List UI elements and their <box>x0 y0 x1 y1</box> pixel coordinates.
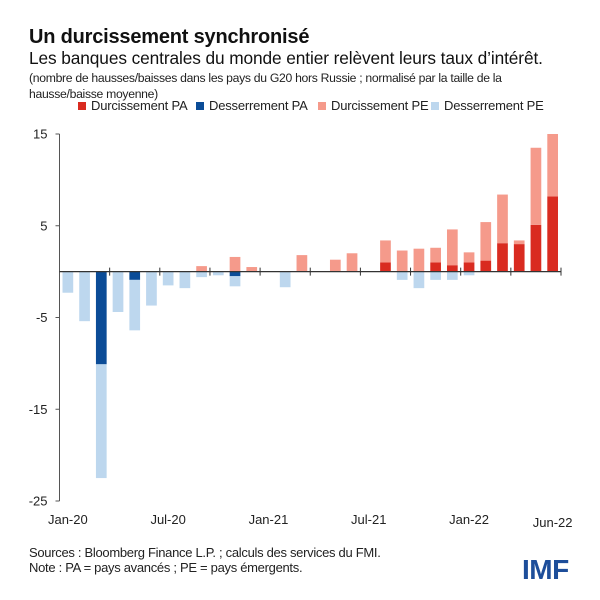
bar-durcissement-pa-mar-22 <box>497 243 508 272</box>
y-tick-label: -5 <box>36 310 48 325</box>
x-tick-label: Jan-20 <box>48 512 88 527</box>
bar-desserrement-pe-mar-20 <box>95 364 107 479</box>
bar-durcissement-pe-jun-22 <box>547 134 558 197</box>
bar-durcissement-pe-dec-21 <box>446 229 458 266</box>
bar-durcissement-pa-aug-21 <box>380 262 391 272</box>
bar-desserrement-pe-jan-20 <box>62 271 74 293</box>
chart-note: (nombre de hausses/baisses dans les pays… <box>29 71 502 101</box>
bar-durcissement-pa-jun-22 <box>547 196 558 272</box>
bar-durcissement-pe-nov-20 <box>229 256 241 272</box>
y-tick-label: -15 <box>29 402 48 417</box>
bar-desserrement-pe-oct-20 <box>212 271 224 276</box>
bar-durcissement-pe-apr-22 <box>513 240 525 245</box>
x-tick-label: Jul-21 <box>351 512 386 527</box>
imf-logo: IMF <box>522 554 569 585</box>
bar-durcissement-pa-feb-22 <box>480 260 492 272</box>
x-tick-label: Jan-22 <box>449 512 489 527</box>
bar-desserrement-pe-sep-20 <box>196 271 207 278</box>
x-tick-label: Jun-22 <box>533 515 573 530</box>
y-tick-label: -25 <box>29 494 48 509</box>
chart-footer: Sources : Bloomberg Finance L.P. ; calcu… <box>29 545 381 575</box>
bar-durcissement-pe-sep-20 <box>196 266 207 272</box>
bar-durcissement-pe-dec-20 <box>246 267 258 272</box>
bars-group <box>62 134 558 479</box>
legend-label: Durcissement PA <box>91 98 188 113</box>
bar-desserrement-pe-aug-20 <box>179 271 191 289</box>
bar-durcissement-pa-apr-22 <box>513 244 525 272</box>
bar-durcissement-pe-jan-22 <box>463 252 475 263</box>
bar-desserrement-pe-dec-21 <box>446 271 458 280</box>
bar-desserrement-pe-jul-20 <box>162 271 174 286</box>
bar-durcissement-pe-feb-22 <box>480 222 492 261</box>
legend-item-desserrement-pa: Desserrement PA <box>196 98 308 113</box>
bar-desserrement-pe-feb-20 <box>79 271 90 322</box>
bar-desserrement-pe-may-20 <box>129 279 141 331</box>
bar-desserrement-pe-jun-20 <box>146 271 157 306</box>
legend-swatch-icon <box>318 101 326 110</box>
bar-durcissement-pa-jan-22 <box>463 262 475 272</box>
bar-durcissement-pe-aug-21 <box>380 240 391 263</box>
legend-swatch-icon <box>78 101 86 110</box>
bar-durcissement-pe-mar-22 <box>497 194 508 244</box>
bar-durcissement-pe-sep-21 <box>396 250 408 272</box>
legend-item-desserrement-pe: Desserrement PE <box>431 98 544 113</box>
bar-desserrement-pe-oct-21 <box>413 271 425 289</box>
chart-subtitle: Les banques centrales du monde entier re… <box>29 48 543 68</box>
y-tick-label: 5 <box>40 218 47 233</box>
legend-swatch-icon <box>431 101 439 110</box>
bar-durcissement-pe-oct-21 <box>413 248 425 272</box>
bar-durcissement-pe-may-22 <box>530 147 542 225</box>
bar-durcissement-pa-nov-21 <box>430 262 441 272</box>
chart-legend: Durcissement PA Desserrement PA Durcisse… <box>0 98 600 116</box>
legend-label: Desserrement PE <box>444 98 544 113</box>
legend-label: Desserrement PA <box>209 98 308 113</box>
legend-swatch-icon <box>196 101 204 110</box>
bar-desserrement-pe-nov-21 <box>430 271 441 280</box>
bar-durcissement-pe-nov-21 <box>430 247 441 263</box>
bar-desserrement-pe-sep-21 <box>396 271 408 280</box>
x-tick-label: Jan-21 <box>249 512 289 527</box>
sources-text: Sources : Bloomberg Finance L.P. ; calcu… <box>29 545 381 560</box>
x-tick-label: Jul-20 <box>150 512 185 527</box>
y-tick-label: 15 <box>33 127 47 142</box>
bar-desserrement-pa-may-20 <box>129 271 141 280</box>
bar-durcissement-pe-may-21 <box>329 259 341 272</box>
bar-durcissement-pa-dec-21 <box>446 265 458 272</box>
chart-title: Un durcissement synchronisé <box>29 26 310 48</box>
bar-durcissement-pe-jun-21 <box>346 253 358 272</box>
bar-desserrement-pe-jan-22 <box>463 271 475 276</box>
bar-desserrement-pa-nov-20 <box>229 271 241 277</box>
legend-item-durcissement-pa: Durcissement PA <box>78 98 188 113</box>
bar-desserrement-pe-nov-20 <box>229 276 241 287</box>
footnote-text: Note : PA = pays avancés ; PE = pays éme… <box>29 560 303 575</box>
bar-durcissement-pa-may-22 <box>530 224 542 272</box>
bar-desserrement-pe-apr-20 <box>112 271 124 312</box>
bar-durcissement-pe-mar-21 <box>296 255 308 272</box>
legend-item-durcissement-pe: Durcissement PE <box>318 98 429 113</box>
legend-label: Durcissement PE <box>331 98 429 113</box>
bar-desserrement-pa-mar-20 <box>95 271 107 365</box>
bar-desserrement-pe-feb-21 <box>279 271 291 288</box>
